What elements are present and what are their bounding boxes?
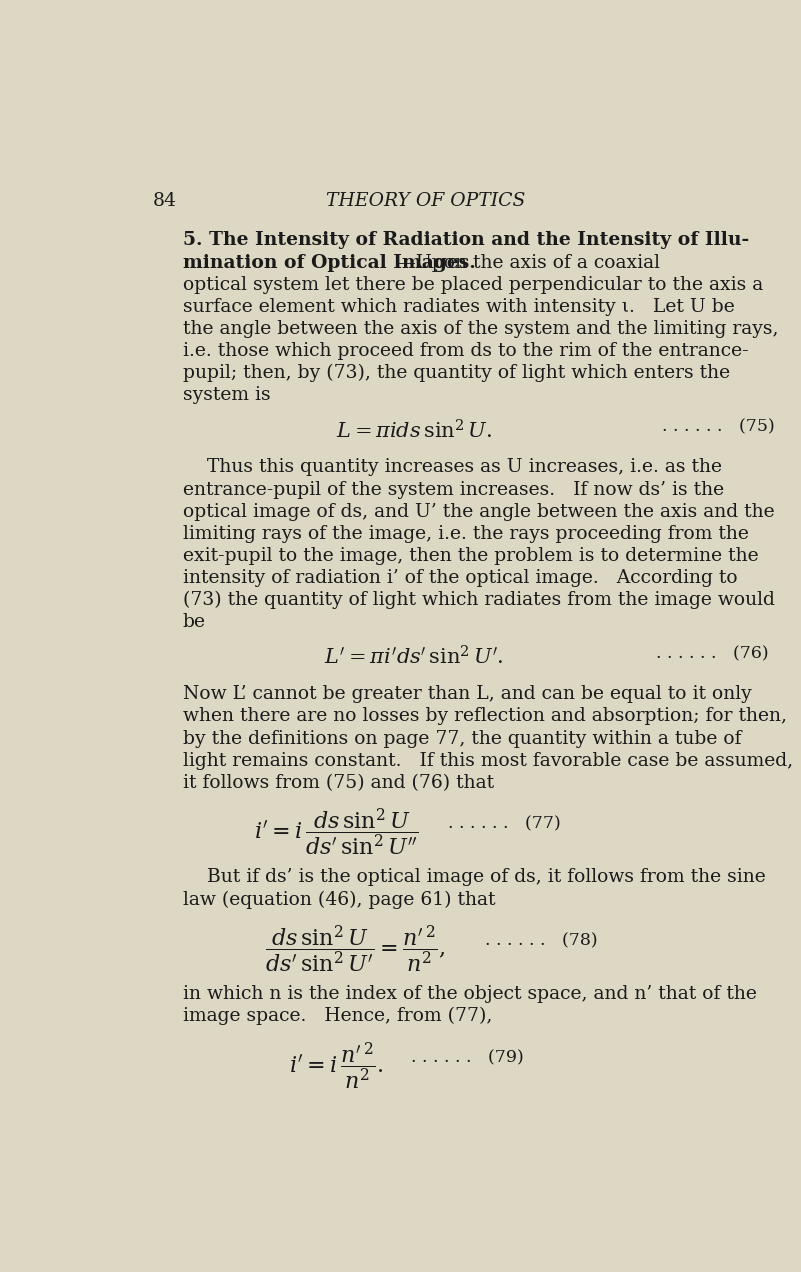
Text: . . . . . .   (78): . . . . . . (78)	[485, 932, 598, 949]
Text: But if ds’ is the optical image of ds, it follows from the sine: But if ds’ is the optical image of ds, i…	[183, 869, 766, 887]
Text: . . . . . .   (79): . . . . . . (79)	[410, 1049, 523, 1066]
Text: i.e. those which proceed from ds to the rim of the entrance-: i.e. those which proceed from ds to the …	[183, 342, 748, 360]
Text: . . . . . .   (75): . . . . . . (75)	[662, 418, 775, 436]
Text: in which n is the index of the object space, and n’ that of the: in which n is the index of the object sp…	[183, 985, 757, 1004]
Text: . . . . . .   (77): . . . . . . (77)	[448, 815, 561, 832]
Text: system is: system is	[183, 385, 270, 403]
Text: Thus this quantity increases as U increases, i.e. as the: Thus this quantity increases as U increa…	[183, 458, 722, 477]
Text: be: be	[183, 613, 206, 631]
Text: $L' = \pi i' ds'\,\sin^2 U'.$: $L' = \pi i' ds'\,\sin^2 U'.$	[324, 646, 503, 669]
Text: image space.   Hence, from (77),: image space. Hence, from (77),	[183, 1007, 492, 1025]
Text: . . . . . .   (76): . . . . . . (76)	[656, 646, 768, 663]
Text: light remains constant.   If this most favorable case be assumed,: light remains constant. If this most fav…	[183, 752, 793, 770]
Text: $i' = i\,\dfrac{n'^{\,2}}{n^2}.$: $i' = i\,\dfrac{n'^{\,2}}{n^2}.$	[289, 1040, 383, 1091]
Text: optical system let there be placed perpendicular to the axis a: optical system let there be placed perpe…	[183, 276, 763, 294]
Text: the angle between the axis of the system and the limiting rays,: the angle between the axis of the system…	[183, 319, 779, 337]
Text: pupil; then, by (73), the quantity of light which enters the: pupil; then, by (73), the quantity of li…	[183, 364, 730, 382]
Text: mination of Optical Images.: mination of Optical Images.	[183, 253, 476, 271]
Text: when there are no losses by reflection and absorption; for then,: when there are no losses by reflection a…	[183, 707, 787, 725]
Text: Now L’ cannot be greater than L, and can be equal to it only: Now L’ cannot be greater than L, and can…	[183, 686, 751, 703]
Text: law (equation (46), page 61) that: law (equation (46), page 61) that	[183, 890, 495, 908]
Text: (73) the quantity of light which radiates from the image would: (73) the quantity of light which radiate…	[183, 590, 775, 609]
Text: $\dfrac{ds\,\sin^2 U}{ds'\,\sin^2 U'} = \dfrac{n'^{\,2}}{n^2},$: $\dfrac{ds\,\sin^2 U}{ds'\,\sin^2 U'} = …	[264, 923, 445, 976]
Text: 84: 84	[153, 192, 177, 210]
Text: limiting rays of the image, i.e. the rays proceeding from the: limiting rays of the image, i.e. the ray…	[183, 524, 749, 543]
Text: intensity of radiation i’ of the optical image.   According to: intensity of radiation i’ of the optical…	[183, 569, 737, 586]
Text: it follows from (75) and (76) that: it follows from (75) and (76) that	[183, 773, 493, 791]
Text: THEORY OF OPTICS: THEORY OF OPTICS	[326, 192, 525, 210]
Text: —Upon the axis of a coaxial: —Upon the axis of a coaxial	[396, 253, 660, 271]
Text: surface element which radiates with intensity ι.   Let U be: surface element which radiates with inte…	[183, 298, 735, 315]
Text: $L = \pi i ds\,\sin^2 U.$: $L = \pi i ds\,\sin^2 U.$	[336, 418, 492, 441]
Text: $i' = i\,\dfrac{ds\,\sin^2 U}{ds'\,\sin^2 U''}$: $i' = i\,\dfrac{ds\,\sin^2 U}{ds'\,\sin^…	[254, 806, 418, 859]
Text: 5. The Intensity of Radiation and the Intensity of Illu-: 5. The Intensity of Radiation and the In…	[183, 232, 749, 249]
Text: entrance-pupil of the system increases.   If now ds’ is the: entrance-pupil of the system increases. …	[183, 481, 724, 499]
Text: exit-pupil to the image, then the problem is to determine the: exit-pupil to the image, then the proble…	[183, 547, 759, 565]
Text: optical image of ds, and U’ the angle between the axis and the: optical image of ds, and U’ the angle be…	[183, 502, 775, 520]
Text: by the definitions on page 77, the quantity within a tube of: by the definitions on page 77, the quant…	[183, 730, 741, 748]
